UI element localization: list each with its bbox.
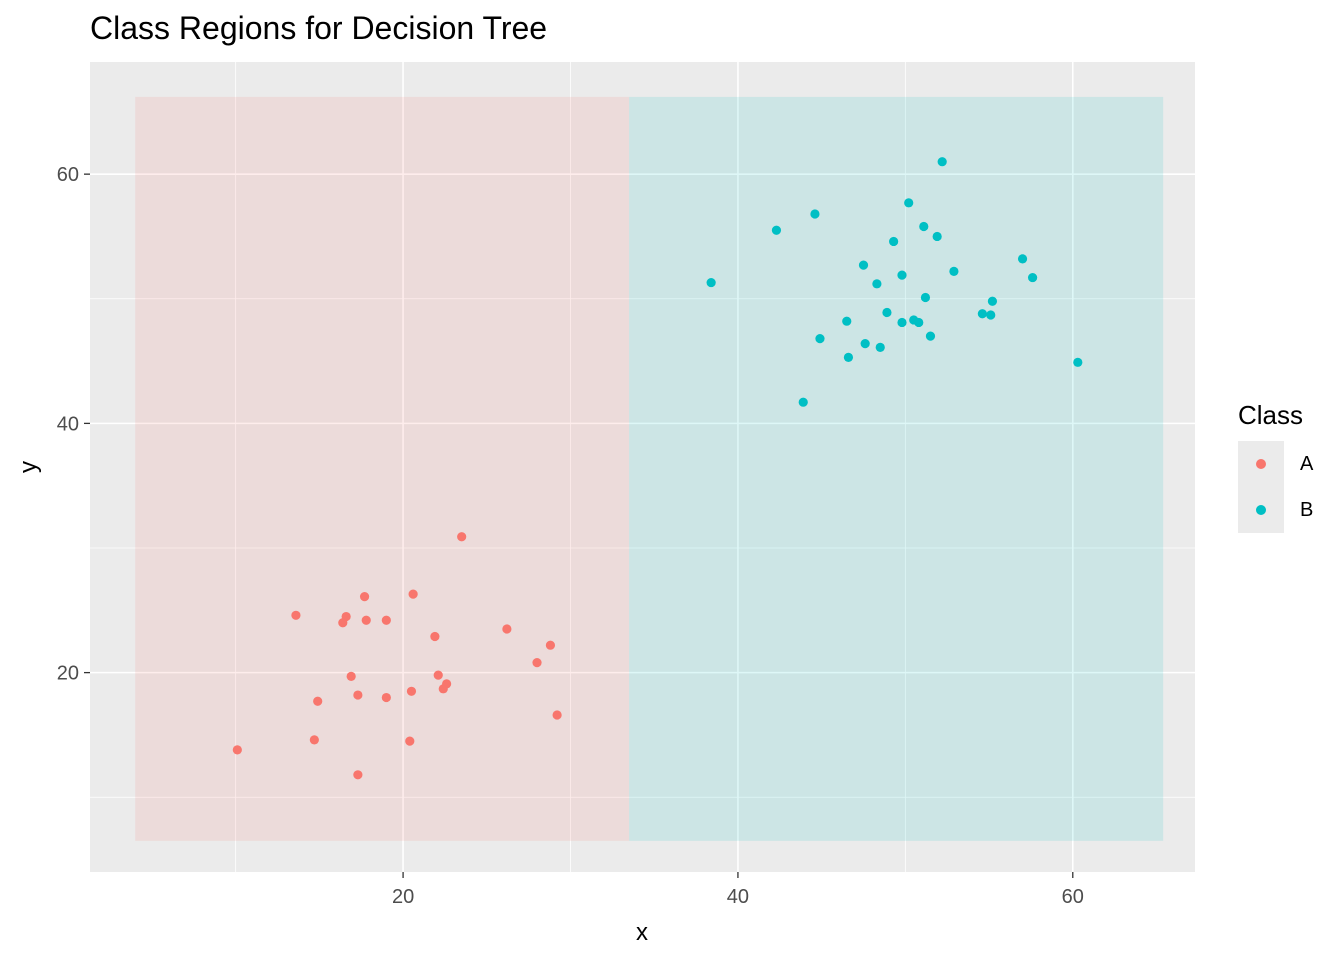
point-class-b — [1073, 357, 1083, 367]
legend-label: A — [1300, 453, 1314, 475]
point-class-b — [706, 277, 716, 288]
point-class-b — [1017, 254, 1028, 264]
legend-label: B — [1300, 499, 1314, 521]
point-class-b — [932, 231, 942, 242]
point-class-a — [353, 690, 363, 700]
point-class-b — [919, 221, 929, 232]
point-class-a — [406, 686, 417, 696]
point-class-b — [977, 309, 987, 319]
point-class-a — [430, 631, 440, 642]
point-class-a — [353, 770, 363, 780]
point-class-a — [309, 735, 319, 745]
point-class-a — [381, 692, 391, 703]
legend-title: Class — [1238, 400, 1304, 430]
point-class-a — [502, 624, 512, 634]
y-tick-label: 60 — [57, 164, 79, 186]
point-class-b — [810, 209, 820, 219]
point-class-a — [346, 671, 356, 681]
point-class-a — [338, 618, 348, 628]
x-tick-label: 60 — [1062, 886, 1084, 908]
point-class-b — [925, 331, 936, 341]
point-class-a — [433, 670, 443, 680]
point-class-b — [798, 397, 808, 407]
y-tick-label: 40 — [57, 413, 79, 435]
chart-title: Class Regions for Decision Tree — [90, 10, 548, 46]
point-class-b — [904, 198, 914, 208]
point-class-a — [232, 745, 242, 755]
point-class-a — [438, 684, 448, 694]
x-axis-title: x — [636, 919, 648, 946]
point-class-b — [771, 225, 782, 235]
point-class-b — [815, 334, 825, 344]
region-a — [135, 96, 630, 841]
point-class-a — [361, 615, 371, 625]
point-class-a — [532, 658, 542, 668]
point-class-a — [552, 710, 562, 720]
legend-key — [1238, 441, 1284, 487]
point-class-a — [381, 615, 391, 625]
point-class-a — [359, 592, 370, 602]
region-b — [629, 96, 1164, 841]
point-class-b — [882, 307, 892, 318]
plot-panel — [90, 62, 1195, 872]
point-class-a — [313, 696, 323, 706]
point-class-a — [405, 736, 415, 746]
legend-entry-a: A — [1238, 441, 1313, 487]
point-class-b — [986, 310, 996, 320]
point-class-b — [920, 292, 931, 303]
point-class-a — [408, 589, 418, 599]
point-class-b — [1027, 272, 1038, 283]
point-class-b — [858, 260, 869, 270]
legend-swatch — [1256, 505, 1266, 515]
point-class-b — [937, 157, 947, 167]
point-class-b — [987, 296, 998, 306]
legend-key — [1238, 487, 1284, 533]
major-gridlines — [90, 62, 1195, 872]
point-class-b — [875, 342, 885, 352]
legend-swatch — [1256, 459, 1266, 469]
point-class-b — [843, 352, 854, 362]
x-tick-label: 40 — [727, 886, 749, 908]
data-points — [232, 157, 1083, 780]
axes: 20 40 60 20 40 60 — [57, 164, 1084, 908]
y-tick-label: 20 — [57, 663, 79, 685]
point-class-b — [889, 236, 899, 247]
point-class-a — [457, 532, 467, 542]
point-class-a — [545, 640, 556, 650]
point-class-b — [897, 270, 907, 280]
y-axis-title: y — [15, 461, 42, 473]
point-class-b — [842, 316, 852, 326]
point-class-b — [949, 266, 959, 276]
point-class-b — [872, 279, 882, 289]
minor-gridlines — [90, 62, 1195, 872]
x-tick-label: 20 — [392, 886, 414, 908]
class-regions — [135, 96, 1164, 841]
point-class-b — [860, 339, 870, 349]
point-class-a — [291, 610, 301, 620]
legend-entry-b: B — [1238, 487, 1313, 533]
point-class-b — [914, 317, 924, 328]
point-class-b — [897, 317, 907, 328]
